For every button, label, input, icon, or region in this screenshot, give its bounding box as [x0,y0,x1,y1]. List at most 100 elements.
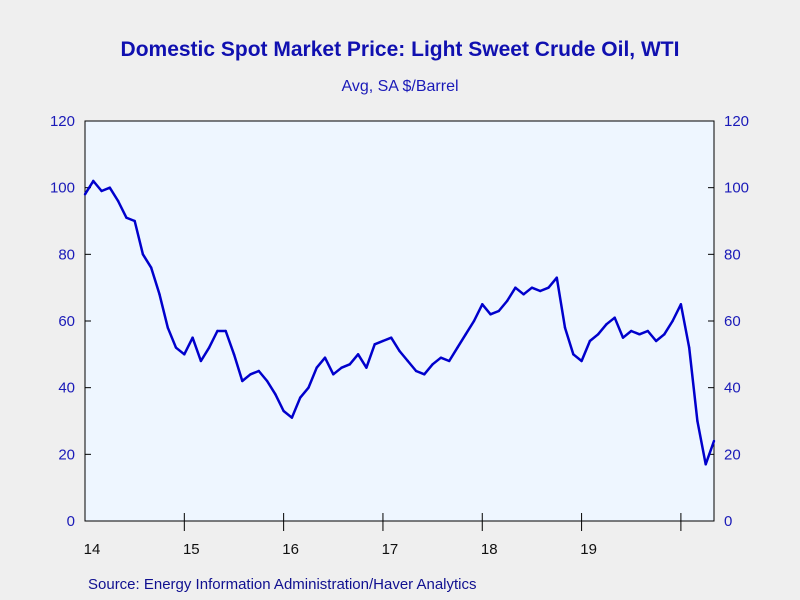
data-point [166,326,169,329]
y-tick-label-left: 80 [58,246,75,263]
data-point [282,409,285,413]
data-point [679,303,683,306]
data-point [530,286,534,289]
x-tick-label: 19 [580,541,597,558]
data-point [406,359,409,363]
data-point [158,293,161,296]
data-point [646,329,649,333]
y-tick-label-right: 20 [724,446,741,463]
data-point [191,336,194,339]
data-point [332,373,335,376]
data-point [224,329,227,333]
data-point [174,346,178,349]
data-point [340,366,343,369]
data-point [464,333,467,336]
data-point [447,359,451,363]
data-point [696,419,699,423]
data-point [207,346,211,349]
data-point [630,329,633,333]
y-tick-label-left: 60 [58,313,75,330]
y-tick-label-right: 120 [724,113,749,130]
y-tick-label-right: 80 [724,246,741,263]
data-point [547,286,550,289]
x-tick-label: 16 [282,541,299,558]
data-point [315,366,318,369]
chart-subtitle: Avg, SA $/Barrel [341,78,459,95]
data-point [290,416,294,419]
data-point [125,216,128,219]
data-point [133,219,136,223]
x-tick-label: 15 [183,541,200,558]
data-point [687,346,691,349]
y-axis-left: 0 20 40 60 80 100 120 [50,113,91,530]
data-point [423,373,426,376]
data-point [348,363,352,366]
data-point [605,323,608,326]
data-point [671,319,674,323]
data-point [307,386,310,389]
data-point [572,353,575,356]
data-point [555,276,558,279]
data-point [265,379,269,383]
data-point [150,266,153,269]
data-point [83,193,87,196]
data-point [522,293,525,296]
data-point [373,343,376,346]
x-tick-label: 18 [481,541,498,558]
data-points [83,179,716,466]
data-point [100,189,103,193]
data-point [116,199,120,203]
data-point [613,316,616,319]
data-point [232,353,236,356]
x-tick-label: 17 [382,541,399,558]
data-point [183,353,186,356]
data-point [414,369,418,373]
data-point [249,373,252,376]
data-point [563,326,567,329]
data-point [365,366,368,369]
y-tick-label-right: 0 [724,513,732,530]
data-point [663,333,666,336]
data-point [654,339,658,343]
y-tick-label-right: 40 [724,380,741,397]
data-point [398,349,401,353]
data-point [505,299,509,303]
y-tick-label-left: 40 [58,380,75,397]
y-tick-label-right: 100 [724,180,749,197]
data-point [580,359,583,363]
y-tick-label-left: 0 [67,513,75,530]
data-point [216,329,219,333]
data-point [274,393,277,396]
y-tick-label-left: 120 [50,113,75,130]
data-point [497,309,501,313]
data-point [638,333,641,336]
chart-title: Domestic Spot Market Price: Light Sweet … [120,38,680,61]
data-point [390,336,393,339]
data-point [489,313,492,316]
data-point [298,396,302,399]
y-tick-label-left: 20 [58,446,75,463]
data-point [704,463,707,466]
data-point [92,179,95,183]
data-point [431,363,434,366]
data-point [199,359,203,363]
source-note: Source: Energy Information Administratio… [88,576,477,593]
data-point [514,286,517,289]
y-axis-right: 0 20 40 60 80 100 120 [708,113,749,530]
y-tick-label-left: 100 [50,180,75,197]
data-point [241,379,244,383]
data-point [141,253,145,256]
data-point [257,369,261,373]
data-point [356,353,360,356]
x-axis: 14 15 16 17 18 19 [84,513,682,558]
data-point [472,319,476,323]
data-point [323,356,327,359]
plot-area [84,120,715,522]
data-point [108,186,112,189]
data-point [596,333,600,336]
data-point [588,339,592,343]
data-point [712,439,716,443]
data-point [621,336,625,339]
x-tick-label: 14 [84,541,101,558]
y-tick-label-right: 60 [724,313,741,330]
